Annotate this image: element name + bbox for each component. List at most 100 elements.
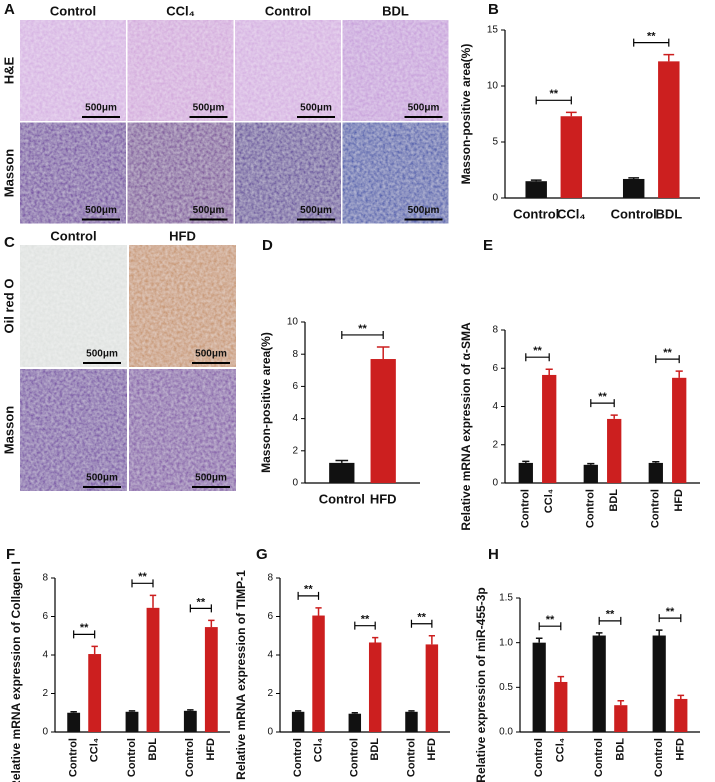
significance-label: ** [138,571,147,583]
micrograph [127,122,234,224]
y-tick-label: 0 [492,478,498,489]
bar [542,374,557,483]
error-bar [545,368,553,375]
bar [652,635,666,732]
significance-bracket [354,621,376,630]
x-tick-label: Control [513,206,559,221]
y-tick-label: 0 [267,727,273,738]
y-tick-label: 4 [267,650,273,661]
column-label: BDL [382,3,409,18]
error-bar [595,632,603,636]
error-bar [335,459,349,463]
bar [518,462,533,483]
error-bar [91,645,98,655]
row-label: H&E [1,56,16,84]
x-tick-label: Control [405,738,417,777]
significance-bracket [655,355,680,364]
error-bar [208,619,215,628]
significance-bracket [410,619,433,628]
x-tick-label: BDL [369,738,381,761]
x-tick-label: CCl₄ [89,738,101,762]
y-tick-label: 6 [42,611,48,622]
error-bar [663,53,675,62]
micrograph [20,245,127,367]
x-tick-label: CCl₄ [312,738,324,762]
micrograph [20,369,127,491]
bar [67,712,81,732]
y-tick-label: 2 [292,445,298,456]
y-tick-label: 4 [42,650,48,661]
x-tick-label: BDL [615,738,627,761]
bar [622,178,645,198]
scale-label: 500μm [300,205,332,216]
significance-label: ** [647,31,656,43]
significance-bracket [73,630,96,639]
x-tick-label: HFD [426,738,438,761]
bar [525,181,547,198]
y-tick-label: 8 [267,573,273,584]
micrograph [235,20,341,121]
bar [204,627,218,732]
significance-label: ** [358,323,367,335]
x-tick-label: BDL [608,489,620,512]
bar [146,607,160,732]
significance-label: ** [304,584,313,596]
y-tick-label: 10 [287,317,299,328]
bar [672,377,687,483]
row-label: Masson [1,149,16,197]
error-bar [428,635,435,645]
x-tick-label: CCl₄ [543,489,555,513]
y-tick-label: 1.0 [499,637,513,648]
x-tick-label: BDL [655,206,682,221]
micrograph [20,122,126,224]
panel-letter: E [483,237,493,254]
error-bar [535,637,543,643]
x-tick-label: Control [126,738,138,777]
bar [329,462,355,483]
x-tick-label: HFD [370,491,397,506]
x-tick-label: Control [650,489,662,528]
column-label: Control [50,3,96,18]
x-tick-label: HFD [675,738,687,761]
significance-label: ** [663,347,672,359]
y-tick-label: 8 [292,349,298,360]
y-tick-label: 8 [492,325,498,336]
y-tick-label: 4 [492,401,498,412]
significance-label: ** [598,391,607,403]
significance-label: ** [666,606,675,618]
y-tick-label: 15 [487,25,499,36]
x-tick-label: Control [611,206,657,221]
bar [348,713,362,732]
significance-label: ** [417,612,426,624]
micrograph [342,20,449,121]
x-tick-label: Control [349,738,361,777]
y-axis-label: Relative mRNA expression of TIMP-1 [234,570,248,780]
significance-bracket [538,622,562,631]
significance-bracket [341,330,384,339]
significance-bracket [525,353,550,362]
y-tick-label: 0.0 [499,727,513,738]
x-tick-label: CCl₄ [555,738,567,762]
y-axis-label: Relative expression of miR-455-3p [474,587,488,782]
error-bar [408,710,415,712]
x-tick-label: HFD [673,489,685,512]
scale-label: 500μm [195,473,227,484]
bar [592,635,606,732]
column-label: Control [50,228,96,243]
y-tick-label: 4 [292,413,298,424]
bar [614,705,628,732]
significance-label: ** [549,88,558,100]
panel-letter: H [488,546,499,563]
y-tick-label: 0 [492,193,498,204]
error-bar [530,179,542,182]
y-axis-label: Relative mRNA expression of α-SMA [459,322,473,531]
significance-label: ** [606,609,615,621]
bar [532,642,546,732]
y-axis-label: Masson-positive area(%) [259,332,273,473]
significance-label: ** [197,596,206,608]
y-tick-label: 0 [292,478,298,489]
bar [607,418,622,483]
y-tick-label: 0.5 [499,682,513,693]
scale-label: 500μm [193,103,225,114]
